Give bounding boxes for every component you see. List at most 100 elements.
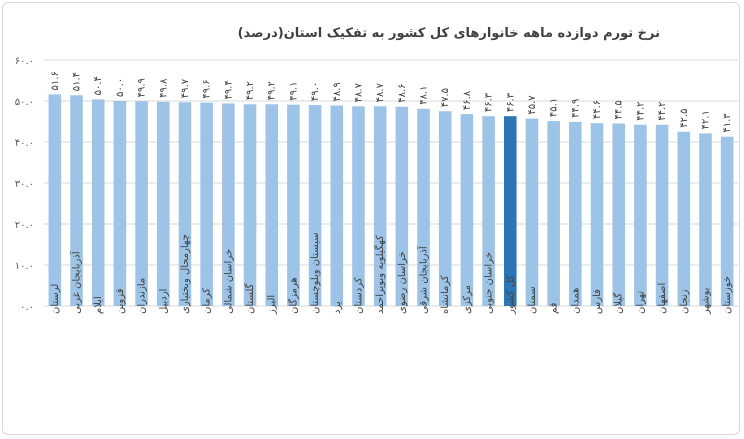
bar <box>655 124 669 306</box>
bar <box>569 121 582 306</box>
data-label: ۴۴.۵ <box>614 100 625 119</box>
bar <box>460 114 474 307</box>
x-tick-label: سمنان <box>527 286 538 314</box>
bar <box>156 101 170 306</box>
bar <box>265 104 279 306</box>
bar <box>395 106 409 307</box>
x-tick-label: کردستان <box>353 277 364 314</box>
x-tick-label: گلستان <box>244 283 256 314</box>
data-label: ۴۸.۷ <box>353 82 364 102</box>
x-tick-label: قم <box>549 302 560 314</box>
data-label: ۴۸.۶ <box>397 83 408 102</box>
bar <box>287 104 300 306</box>
chart-title: نرخ تورم دوازده ماهه خانوارهای کل کشور ب… <box>237 26 660 41</box>
bar <box>503 116 517 306</box>
data-label: ۴۵.۷ <box>527 95 538 115</box>
bar <box>135 101 148 306</box>
bar <box>547 121 560 306</box>
x-tick-label: خراسان شمالی <box>223 249 234 314</box>
data-label: ۴۹.۸ <box>158 78 169 98</box>
bar <box>612 123 626 306</box>
y-tick-label: ۳۰.۰ <box>15 179 34 190</box>
x-tick-label: آذربایجان غربی <box>70 250 83 314</box>
data-label: ۴۴.۶ <box>592 100 603 119</box>
bar <box>308 105 322 306</box>
bar <box>482 116 495 306</box>
data-label: ۴۹.۱ <box>288 81 299 100</box>
bar <box>525 118 539 306</box>
y-tick-label: ۱۰.۰ <box>15 261 34 272</box>
x-tick-label: لرستان <box>50 284 61 314</box>
data-label: ۴۹.۶ <box>202 79 213 98</box>
bar <box>438 111 452 306</box>
y-tick-label: ۴۰.۰ <box>15 138 34 149</box>
bar <box>417 108 430 306</box>
x-tick-label: قزوین <box>115 288 126 314</box>
bar <box>352 106 365 306</box>
data-label: ۴۸.۹ <box>332 82 343 101</box>
data-label: ۴۹.۰ <box>310 82 321 101</box>
bar <box>677 131 691 306</box>
data-label: ۴۶.۸ <box>462 90 473 110</box>
x-tick-label: فارس <box>592 289 603 314</box>
x-tick-label: تهران <box>635 291 646 314</box>
bar <box>113 101 127 306</box>
x-tick-label: یزد <box>332 301 343 314</box>
data-label: ۵۱.۶ <box>50 71 61 90</box>
bar <box>200 102 213 306</box>
data-label: ۴۴.۲ <box>635 101 646 120</box>
data-label: ۴۹.۷ <box>180 78 191 98</box>
x-tick-label: البرز <box>267 295 278 315</box>
data-label: ۴۶.۳ <box>484 92 495 112</box>
x-tick-label: هرمزگان <box>287 277 299 314</box>
x-tick-label: مازندران <box>137 278 148 314</box>
x-tick-label: زنجان <box>679 289 690 314</box>
bar <box>243 104 257 306</box>
data-label: ۴۱.۳ <box>722 113 733 133</box>
data-label: ۴۹.۲ <box>267 81 278 100</box>
bar <box>330 105 344 306</box>
y-tick-label: ۵۰.۰ <box>15 97 34 108</box>
x-tick-label: کل کشور <box>505 275 516 315</box>
data-label: ۵۰.۰ <box>115 78 126 97</box>
x-tick-label: اردبیل <box>158 289 169 314</box>
bar <box>373 106 387 306</box>
data-label: ۴۸.۱ <box>419 85 430 104</box>
bar <box>178 102 192 306</box>
x-tick-label: خراسان جنوبی <box>484 252 495 314</box>
x-tick-label: ایلام <box>93 296 104 314</box>
bar <box>590 123 604 306</box>
x-tick-label: گیلان <box>613 293 625 314</box>
data-label: ۵۰.۴ <box>93 76 104 95</box>
bar <box>634 124 647 306</box>
data-label: ۴۸.۷ <box>375 82 386 102</box>
x-tick-label: کرمانشاه <box>440 275 451 314</box>
y-tick-label: ۶۰.۰ <box>15 56 34 67</box>
x-tick-label: خراسان رضوی <box>397 251 408 314</box>
data-label: ۴۴.۹ <box>570 99 581 118</box>
x-tick-label: مرکزی <box>462 285 473 314</box>
data-label: ۵۱.۴ <box>72 72 83 91</box>
bar <box>720 136 734 306</box>
data-label: ۴۲.۱ <box>700 110 711 129</box>
data-label: ۴۹.۲ <box>245 81 256 100</box>
data-label: ۴۷.۵ <box>440 88 451 107</box>
bar <box>70 95 83 306</box>
x-tick-label: سیستان وبلوچستان <box>310 232 321 314</box>
data-label: ۴۴.۲ <box>657 101 668 120</box>
bar <box>91 99 105 306</box>
x-tick-label: خوزستان <box>722 276 733 314</box>
x-tick-label: همدان <box>570 288 581 314</box>
x-tick-label: کهگیلویه وبویراحمد <box>374 235 386 314</box>
x-tick-label: آذربایجان شرقی <box>417 245 430 314</box>
data-label: ۴۶.۳ <box>505 92 516 112</box>
y-tick-label: ۰.۰ <box>20 302 34 313</box>
x-tick-label: چهارمحال وبختیاری <box>180 234 191 314</box>
data-label: ۴۵.۱ <box>549 98 560 117</box>
data-label: ۴۹.۹ <box>137 78 148 97</box>
bar <box>48 94 62 306</box>
bar <box>699 133 712 306</box>
x-tick-label: کرمان <box>202 288 213 314</box>
x-tick-label: بوشهر <box>700 288 711 315</box>
